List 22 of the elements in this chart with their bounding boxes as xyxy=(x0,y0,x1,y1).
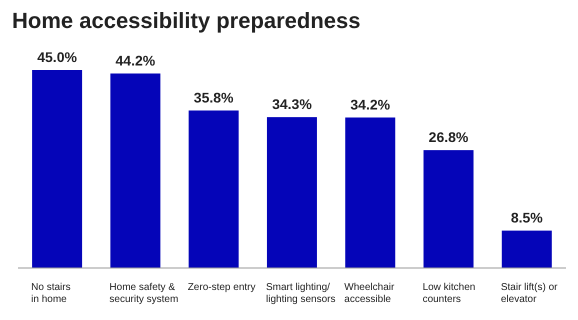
data-label: 45.0% xyxy=(37,49,78,65)
data-label: 8.5% xyxy=(510,210,544,226)
data-label: 34.3% xyxy=(272,96,312,112)
x-tick-label: Smart lighting/ lighting sensors xyxy=(266,282,336,305)
data-label: 44.2% xyxy=(116,52,156,69)
x-tick-label: Zero-step entry xyxy=(188,282,256,293)
x-tick-label: Low kitchen counters xyxy=(422,282,476,305)
x-tick-label: Home safety & security system xyxy=(109,282,178,305)
x-tick-label: Stair lift(s) or elevator xyxy=(500,282,558,305)
chart-title: Home accessibility preparedness xyxy=(11,8,362,35)
bar xyxy=(266,117,317,268)
bar xyxy=(188,110,239,268)
bar xyxy=(32,70,82,268)
data-label: 35.8% xyxy=(194,89,234,106)
x-tick-label: No stairs in home xyxy=(31,282,71,305)
bar xyxy=(110,74,160,268)
x-tick-label: Wheelchair accessible xyxy=(344,282,395,305)
bar xyxy=(502,230,552,268)
bar xyxy=(345,118,396,268)
data-label: 26.8% xyxy=(428,129,469,146)
data-label: 34.2% xyxy=(350,96,391,113)
bar xyxy=(424,150,474,268)
